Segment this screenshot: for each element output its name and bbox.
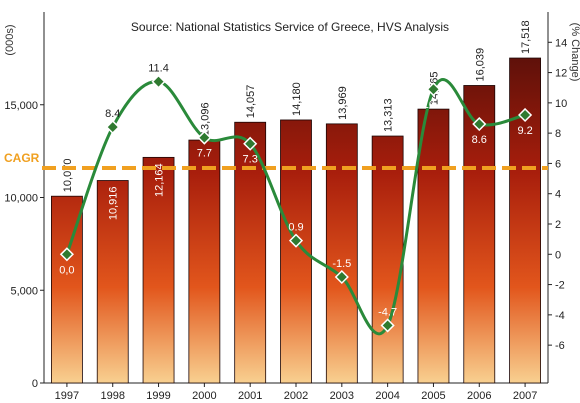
bar-value-label: 14,057: [245, 85, 257, 119]
bar: [509, 57, 541, 384]
right-axis-title: (% Change): [569, 23, 580, 82]
right-tick-label: 6: [555, 158, 561, 170]
bar-value-label: 13,096: [199, 102, 211, 136]
bar-value-label: 17,518: [520, 20, 532, 54]
pct-change-line: [65, 78, 526, 336]
bar-value-label: 13,313: [383, 98, 395, 132]
right-tick-label: 0: [555, 249, 561, 261]
bar-value-label: 10,070: [62, 159, 74, 193]
bar: [371, 135, 404, 384]
cagr-label: CAGR: [4, 151, 40, 165]
right-tick-label: 10: [555, 98, 567, 110]
pct-change-label: -1.5: [332, 258, 351, 270]
left-axis-ticks: 0 5,000 10,000 15,000: [4, 100, 44, 390]
pct-change-marker: [426, 82, 441, 97]
pct-change-label: 9.2: [517, 125, 532, 137]
bar-value-label: 16,039: [474, 48, 486, 82]
x-tick-label: 2000: [192, 390, 216, 402]
pct-change-labels: 0,0 8.4 11.4 7.7 7.3 0.9 -1.5 -4.7 10.9 8.6 9.2: [59, 63, 532, 319]
left-tick-label: 10,000: [4, 193, 38, 205]
bar: [188, 139, 221, 384]
x-tick-label: 2002: [284, 390, 308, 402]
pct-change-series: [59, 74, 533, 336]
right-tick-label: -4: [555, 310, 565, 322]
pct-change-label: 0.9: [288, 222, 303, 234]
bar: [325, 123, 358, 384]
x-tick-label: 2003: [330, 390, 354, 402]
bar: [142, 156, 175, 384]
pct-change-label: 0,0: [59, 264, 74, 276]
right-tick-label: -2: [555, 280, 565, 292]
bar-value-labels: 10,070 10,916 12,164 13,096 14,057 14,180 13,9…: [62, 20, 532, 220]
bar-value-label: 12,164: [154, 163, 166, 197]
x-tick-label: 1999: [146, 390, 170, 402]
pct-change-marker: [197, 130, 212, 145]
bar-value-label: 10,916: [108, 187, 120, 221]
bar: [96, 180, 129, 384]
bar-value-label: 13,969: [337, 86, 349, 120]
left-tick-label: 0: [32, 378, 38, 390]
right-tick-label: 4: [555, 189, 561, 201]
bar: [417, 108, 450, 384]
x-tick-label: 2004: [375, 390, 399, 402]
pct-change-label: 8.6: [472, 134, 487, 146]
chart-title: Source: National Statistics Service of G…: [131, 20, 449, 34]
pct-change-marker: [518, 107, 533, 123]
pct-change-label: 7.3: [243, 154, 258, 166]
bar: [463, 85, 496, 384]
pct-change-marker: [243, 136, 258, 151]
pct-change-label: 8.4: [105, 108, 120, 120]
bar: [234, 121, 267, 384]
right-tick-label: 8: [555, 128, 561, 140]
pct-change-marker: [59, 247, 74, 262]
x-tick-label: 1997: [55, 390, 79, 402]
pct-change-label: 7.7: [197, 148, 212, 160]
right-tick-label: 12: [555, 68, 567, 80]
bar-value-label: 14,180: [291, 82, 303, 116]
bar-series: [51, 57, 541, 384]
pct-change-marker: [288, 233, 304, 248]
right-tick-label: 14: [555, 37, 567, 49]
left-tick-label: 5,000: [10, 285, 38, 297]
right-tick-label: -6: [555, 340, 565, 352]
pct-change-marker: [334, 269, 349, 285]
pct-change-label: 11.4: [148, 63, 169, 75]
x-axis-ticks: 1997 1998 1999 2000 2001 2002 2003 2004 2005 2006…: [55, 383, 537, 402]
pct-change-label: -4.7: [378, 306, 397, 318]
right-tick-label: 2: [555, 219, 561, 231]
pct-change-marker: [105, 120, 120, 135]
cagr-reference: CAGR: [4, 151, 548, 170]
pct-change-marker: [380, 318, 395, 333]
x-tick-label: 2006: [467, 390, 491, 402]
left-tick-label: 15,000: [4, 100, 38, 112]
pct-change-marker: [151, 74, 166, 89]
x-tick-label: 2001: [238, 390, 262, 402]
right-axis-ticks: -6 -4 -2 0 2 4 6 8 10 12 14: [548, 37, 567, 352]
left-axis-title: (000s): [4, 24, 16, 55]
x-tick-label: 2005: [421, 390, 445, 402]
x-tick-label: 1998: [100, 390, 124, 402]
x-tick-label: 2007: [513, 390, 537, 402]
pct-change-marker: [472, 116, 487, 132]
pct-change-label: 10.9: [423, 99, 444, 111]
